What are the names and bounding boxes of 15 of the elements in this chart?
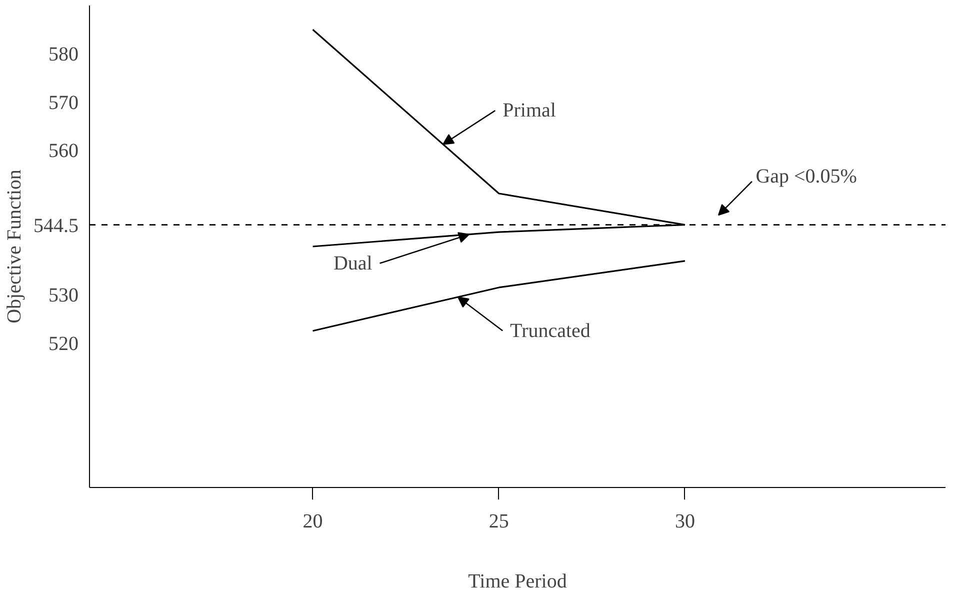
annotation: Gap <0.05% (756, 166, 857, 188)
y-tick-label: 520 (48, 332, 78, 355)
x-tick-label: 20 (302, 510, 323, 532)
text: Primal (502, 100, 556, 122)
y-axis-title: Objective Function (4, 170, 26, 324)
x-tick-label: 25 (488, 510, 509, 532)
series-label: Truncated (510, 320, 590, 342)
x-tick-label: 30 (674, 510, 695, 532)
y-tick-label: 580 (48, 44, 78, 66)
y-tick-label: 560 (48, 140, 78, 162)
series-label: Dual (333, 252, 373, 274)
y-tick-label: 530 (48, 284, 78, 307)
y-tick-label: 544.5 (34, 214, 78, 237)
x-axis-title: Time Period (468, 570, 567, 592)
y-tick-label: 570 (48, 92, 78, 114)
